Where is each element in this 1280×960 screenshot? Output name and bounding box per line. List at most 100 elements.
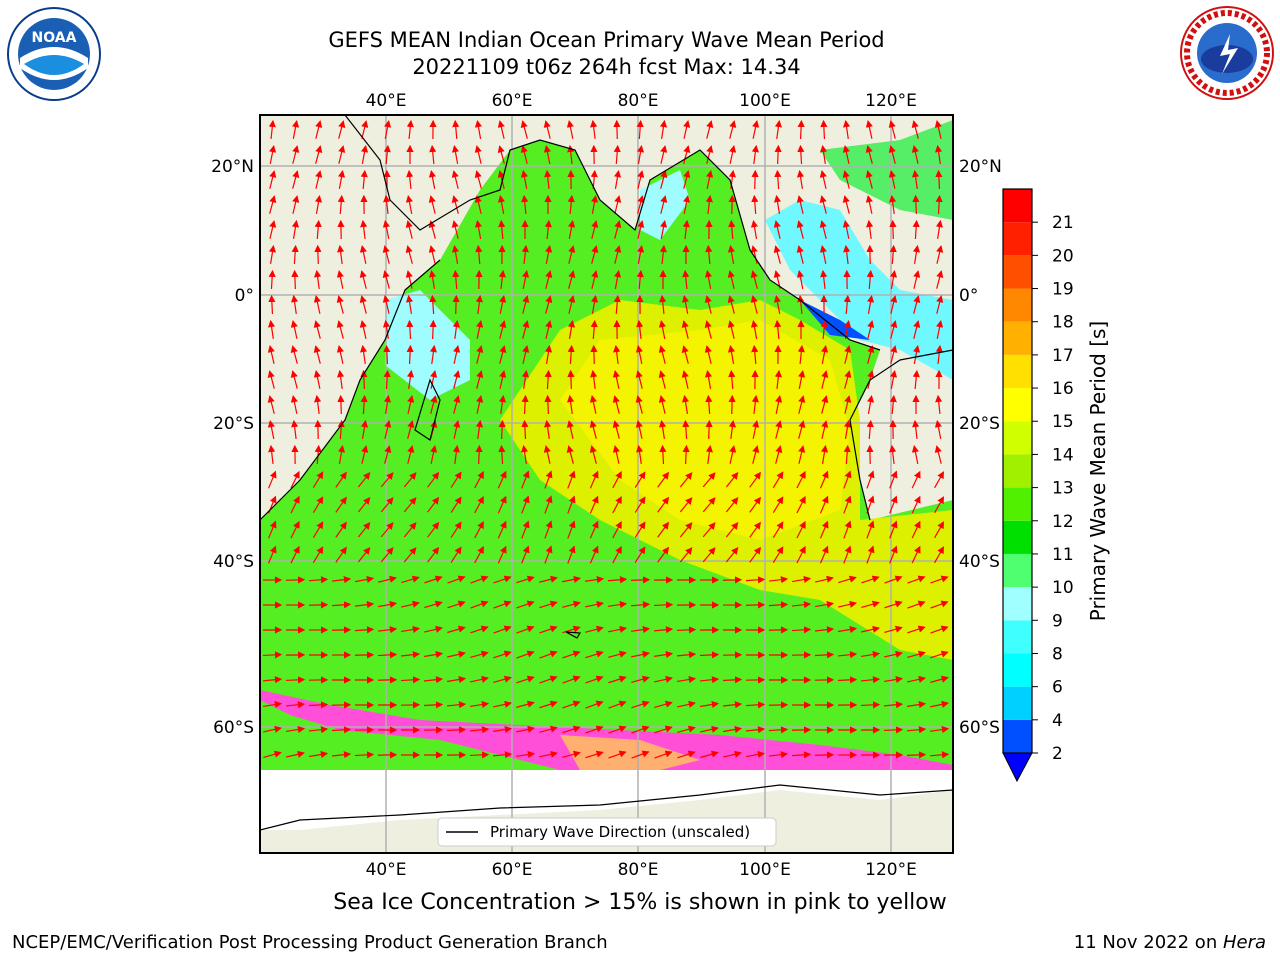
wave-arrow [867, 320, 875, 339]
wave-arrow [612, 370, 620, 389]
lon-label: 120°E [865, 91, 917, 111]
wave-arrow [796, 220, 804, 239]
wave-arrow [497, 520, 507, 539]
wave-arrow [591, 220, 599, 239]
wave-arrow [749, 546, 761, 563]
wave-arrow [838, 625, 858, 634]
wave-arrow [706, 170, 714, 189]
wave-arrow [522, 295, 530, 314]
wave-arrow [722, 676, 743, 684]
wave-arrow [308, 601, 329, 609]
wave-arrow [608, 725, 627, 734]
wave-arrow [889, 470, 898, 489]
wave-arrow [285, 576, 306, 584]
wave-arrow [934, 521, 944, 539]
wave-arrow [907, 700, 927, 709]
wave-arrow [934, 120, 942, 139]
map-subtitle: 20221109 t06z 264h fcst Max: 14.34 [412, 55, 801, 79]
wave-arrow [290, 320, 298, 339]
wave-arrow [451, 144, 460, 164]
wave-arrow [814, 651, 835, 659]
wave-arrow [867, 345, 875, 364]
wave-arrow [498, 219, 506, 240]
wave-arrow [521, 369, 530, 389]
wave-arrow [290, 495, 300, 514]
lon-labels-bottom: 40°E 60°E 80°E 100°E 120°E [366, 860, 917, 880]
wave-arrow [590, 319, 598, 340]
colorbar-swatch [1003, 454, 1032, 488]
wave-arrow [568, 245, 576, 264]
wave-arrow [291, 244, 299, 265]
wave-arrow [819, 144, 828, 164]
wave-arrow [729, 120, 737, 139]
wave-arrow [860, 701, 881, 709]
wave-arrow [516, 650, 535, 659]
wave-arrow [331, 601, 352, 609]
wave-arrow [267, 420, 275, 439]
wave-arrow [335, 546, 347, 563]
wave-arrow [612, 520, 622, 539]
wave-arrow [934, 144, 943, 164]
wave-arrow [682, 219, 690, 240]
wave-arrow [474, 546, 484, 564]
wave-arrow [337, 169, 346, 189]
wave-arrow [750, 219, 759, 239]
colorbar-swatch [1003, 421, 1032, 455]
wave-arrow [654, 725, 673, 734]
wave-arrow [450, 471, 462, 488]
wave-arrow [772, 471, 784, 488]
wave-arrow [936, 245, 944, 264]
wave-arrow [820, 269, 828, 290]
wave-arrow [268, 444, 276, 465]
wave-arrow [562, 700, 581, 709]
wave-arrow [497, 545, 507, 564]
wave-arrow [405, 270, 413, 289]
wave-arrow [750, 245, 758, 264]
wave-arrow [337, 194, 345, 215]
wave-arrow [383, 394, 392, 414]
wave-arrow [727, 320, 735, 339]
wave-arrow [539, 575, 558, 583]
map-title: GEFS MEAN Indian Ocean Primary Wave Mean… [328, 28, 885, 52]
wave-arrow [844, 345, 852, 364]
wave-arrow [681, 370, 689, 389]
wave-arrow [775, 395, 783, 414]
wave-arrow [631, 750, 650, 759]
lat-label: 20°N [211, 157, 254, 177]
wave-arrow [539, 675, 558, 684]
wave-arrow [654, 650, 674, 659]
wave-arrow [336, 270, 344, 289]
wave-arrow [930, 725, 950, 734]
wave-arrow [476, 345, 484, 364]
wave-arrow [315, 170, 323, 189]
wave-arrow [934, 445, 942, 464]
wave-arrow [654, 675, 673, 683]
wave-arrow [819, 170, 827, 189]
lat-label: 40°S [959, 552, 1000, 572]
colorbar-extend-arrow [1002, 752, 1033, 783]
wave-arrow [335, 521, 347, 538]
wave-arrow [704, 369, 713, 389]
colorbar-tick-label: 14 [1052, 445, 1074, 465]
wave-arrow [889, 219, 897, 240]
wave-arrow [658, 370, 666, 389]
wave-arrow [631, 700, 650, 709]
wave-arrow [429, 294, 437, 315]
wave-arrow [773, 294, 781, 314]
wave-arrow [406, 319, 414, 340]
colorbar-label: Primary Wave Mean Period [s] [1086, 321, 1110, 622]
wave-arrow [797, 119, 805, 140]
wave-arrow [888, 120, 896, 139]
wave-arrow [427, 521, 440, 538]
wave-arrow [608, 700, 627, 709]
wave-arrow [679, 547, 693, 563]
wave-arrow [906, 726, 927, 734]
wave-arrow [705, 444, 713, 464]
wave-arrow [562, 750, 581, 758]
wave-arrow [429, 344, 437, 364]
wave-arrow [382, 270, 390, 289]
wave-arrow [452, 269, 460, 290]
wave-arrow [267, 470, 277, 489]
wave-arrow [314, 244, 322, 265]
colorbar-tick-label: 9 [1052, 611, 1063, 631]
